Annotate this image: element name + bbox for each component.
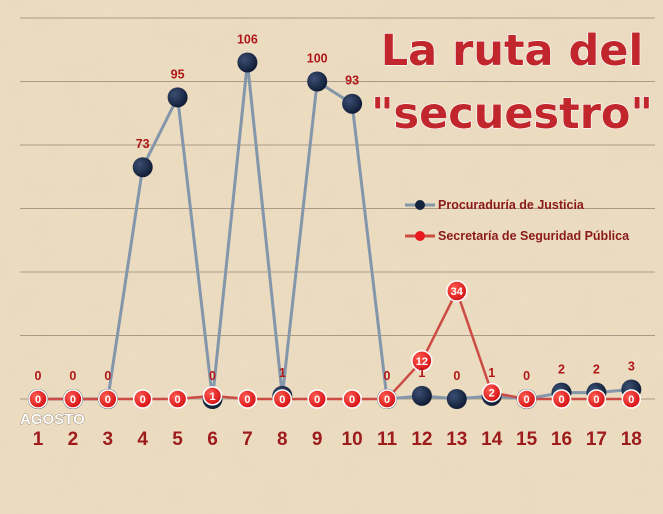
point-secretaria: [237, 389, 258, 409]
legend-item-secretaria: Secretaría de Seguridad Pública: [405, 229, 630, 243]
data-label-procuraduria: 2: [593, 363, 600, 377]
data-label-procuraduria: 95: [171, 67, 185, 81]
x-tick-label: 16: [551, 429, 572, 450]
data-label-procuraduria: 106: [237, 32, 258, 46]
data-label-secretaria: 0: [105, 394, 111, 406]
data-label-secretaria: 0: [558, 394, 564, 406]
point-secretaria: [621, 389, 642, 409]
data-label-secretaria: 12: [416, 356, 428, 368]
month-label: AGOSTO: [20, 411, 85, 428]
data-label-secretaria: 0: [384, 394, 390, 406]
x-tick-label: 18: [621, 429, 642, 450]
data-label-secretaria: 0: [244, 394, 250, 406]
data-label-procuraduria: 0: [453, 369, 460, 383]
data-label-secretaria: 0: [279, 394, 285, 406]
chart-title: La ruta del "secuestro": [371, 25, 654, 139]
point-procuraduria: [411, 385, 432, 406]
point-secretaria: [272, 389, 293, 409]
data-label-procuraduria: 1: [418, 366, 425, 380]
point-secretaria: [307, 389, 327, 409]
point-secretaria: [481, 382, 502, 403]
x-tick-label: 9: [312, 429, 323, 450]
x-tick-label: 12: [411, 429, 432, 450]
series-markers: [28, 52, 642, 409]
x-tick-label: 10: [342, 429, 363, 450]
data-label-secretaria: 0: [349, 394, 355, 406]
data-label-procuraduria: 73: [136, 137, 150, 151]
point-secretaria: [132, 389, 153, 409]
data-label-procuraduria: 0: [35, 369, 42, 383]
x-tick-label: 2: [68, 429, 79, 450]
point-secretaria: [28, 389, 48, 409]
data-label-secretaria: 0: [524, 394, 530, 406]
x-tick-label: 8: [277, 429, 288, 450]
point-procuraduria: [132, 157, 153, 178]
x-tick-label: 6: [207, 429, 218, 450]
point-procuraduria: [237, 52, 258, 73]
data-label-secretaria: 1: [209, 391, 215, 403]
data-label-procuraduria: 0: [209, 369, 216, 383]
point-secretaria: [586, 389, 607, 409]
point-secretaria: [446, 280, 468, 302]
x-tick-label: 5: [172, 429, 183, 450]
x-tick-label: 13: [446, 429, 467, 450]
x-tick-label: 3: [103, 429, 114, 450]
point-secretaria: [551, 389, 572, 409]
data-label-procuraduria: 1: [279, 366, 286, 380]
data-label-procuraduria: 0: [384, 369, 391, 383]
data-label-procuraduria: 0: [523, 369, 530, 383]
data-label-procuraduria: 0: [69, 369, 76, 383]
data-label-secretaria: 2: [489, 388, 495, 400]
chart-title-line-2: "secuestro": [371, 89, 653, 139]
point-procuraduria: [446, 389, 467, 409]
data-label-procuraduria: 100: [307, 52, 328, 66]
point-secretaria: [98, 389, 118, 409]
x-tick-label: 7: [242, 429, 253, 450]
x-tick-label: 17: [586, 429, 607, 450]
data-label-secretaria: 0: [140, 394, 146, 406]
legend: Procuraduría de Justicia Secretaría de S…: [405, 198, 630, 243]
x-tick-label: 1: [33, 429, 44, 450]
point-secretaria: [516, 389, 537, 409]
point-secretaria: [167, 389, 188, 409]
point-procuraduria: [307, 71, 328, 92]
point-secretaria: [411, 350, 433, 372]
x-tick-label: 15: [516, 429, 538, 450]
data-label-secretaria: 0: [593, 394, 599, 406]
data-label-secretaria: 0: [314, 394, 320, 406]
data-label-secretaria: 0: [628, 394, 634, 406]
x-tick-label: 14: [481, 429, 503, 450]
legend-marker-secretaria: [415, 231, 425, 241]
data-label-secretaria: 0: [175, 394, 181, 406]
data-label-procuraduria: 0: [104, 369, 111, 383]
point-secretaria: [63, 389, 83, 409]
data-label-procuraduria: 2: [558, 363, 565, 377]
data-label-secretaria: 34: [451, 286, 464, 298]
data-label-procuraduria: 3: [628, 359, 635, 373]
legend-marker-procuraduria: [415, 200, 425, 210]
point-secretaria: [342, 389, 362, 409]
x-tick-label: 4: [137, 429, 148, 450]
point-procuraduria: [342, 93, 363, 114]
legend-label-procuraduria: Procuraduría de Justicia: [438, 198, 585, 212]
legend-item-procuraduria: Procuraduría de Justicia: [405, 198, 585, 212]
x-axis-ticks: 1 2 3 4 5 6 7 8 9 10 11 12 13 14 15 16 17 18: [33, 429, 642, 450]
point-secretaria: [202, 386, 223, 406]
data-label-procuraduria: 93: [345, 74, 359, 88]
data-label-secretaria: 0: [35, 394, 41, 406]
chart-title-line-1: La ruta del: [381, 26, 643, 76]
x-tick-label: 11: [377, 429, 398, 450]
data-label-procuraduria: 1: [488, 366, 495, 380]
legend-label-secretaria: Secretaría de Seguridad Pública: [438, 229, 630, 243]
point-procuraduria: [167, 87, 188, 108]
point-secretaria: [377, 389, 397, 409]
data-label-secretaria: 0: [70, 394, 76, 406]
